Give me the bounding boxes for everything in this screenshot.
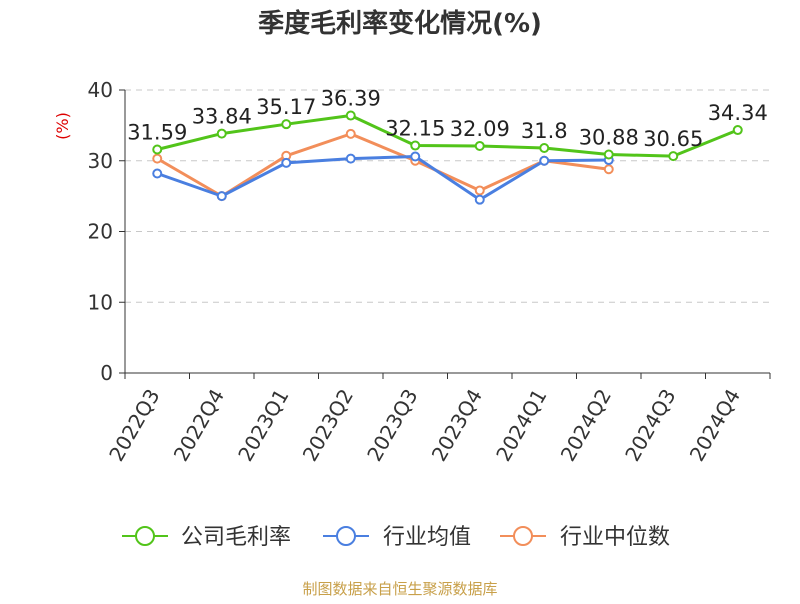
data-point [345,153,356,164]
x-tick-label: 2023Q1 [233,385,293,466]
legend-marker [336,526,356,546]
data-label: 33.84 [192,105,252,129]
legend-label: 行业均值 [383,525,471,550]
data-label: 32.09 [450,117,510,141]
data-point [410,151,421,162]
data-label: 32.15 [385,117,445,141]
x-tick-label: 2024Q1 [491,385,551,466]
data-point [410,140,421,151]
x-tick-label: 2023Q4 [427,385,487,466]
source-note: 制图数据来自恒生聚源数据库 [302,580,497,598]
data-point [152,153,163,164]
chart-title: 季度毛利率变化情况(%) [258,8,542,39]
series-layer [152,110,743,205]
series-line-0 [156,114,739,158]
x-tick-label: 2022Q3 [104,385,164,466]
y-tick-label: 40 [88,78,113,102]
y-tick-label: 30 [88,149,113,173]
data-label: 30.65 [643,127,703,151]
data-point [603,164,614,175]
data-label: 34.34 [708,101,768,125]
data-point [603,149,614,160]
legend-label: 行业中位数 [560,525,670,550]
data-point [216,191,227,202]
data-label: 31.59 [127,121,187,145]
x-tick-label: 2022Q4 [169,385,229,466]
x-tick-label: 2024Q4 [685,385,745,466]
x-tick-label: 2023Q2 [298,385,358,466]
y-axis-label: (%) [53,112,72,140]
data-label: 31.8 [521,119,568,143]
data-point [152,144,163,155]
series-line-1 [156,155,609,202]
data-point [152,168,163,179]
data-point [345,128,356,139]
x-tick-label: 2024Q2 [556,385,616,466]
data-point [474,185,485,196]
data-point [668,151,679,162]
data-point [281,157,292,168]
data-point [539,155,550,166]
data-point [281,119,292,130]
y-tick-label: 20 [88,220,113,244]
legend: 公司毛利率 行业均值 行业中位数 [122,525,670,550]
grid-layer [125,89,770,303]
data-point [345,110,356,121]
data-point [474,140,485,151]
data-point [474,194,485,205]
legend-marker [135,526,155,546]
y-tick-label: 0 [100,361,113,385]
legend-label: 公司毛利率 [181,525,291,550]
x-tick-label: 2023Q3 [362,385,422,466]
data-label: 30.88 [579,126,639,150]
data-label: 35.17 [256,95,316,119]
data-point [216,128,227,139]
data-point [539,143,550,154]
y-tick-label: 10 [88,290,113,314]
series-line-2 [156,132,609,198]
x-tick-label: 2024Q3 [620,385,680,466]
data-label: 36.39 [321,87,381,111]
legend-marker [513,526,533,546]
data-point [732,125,743,136]
